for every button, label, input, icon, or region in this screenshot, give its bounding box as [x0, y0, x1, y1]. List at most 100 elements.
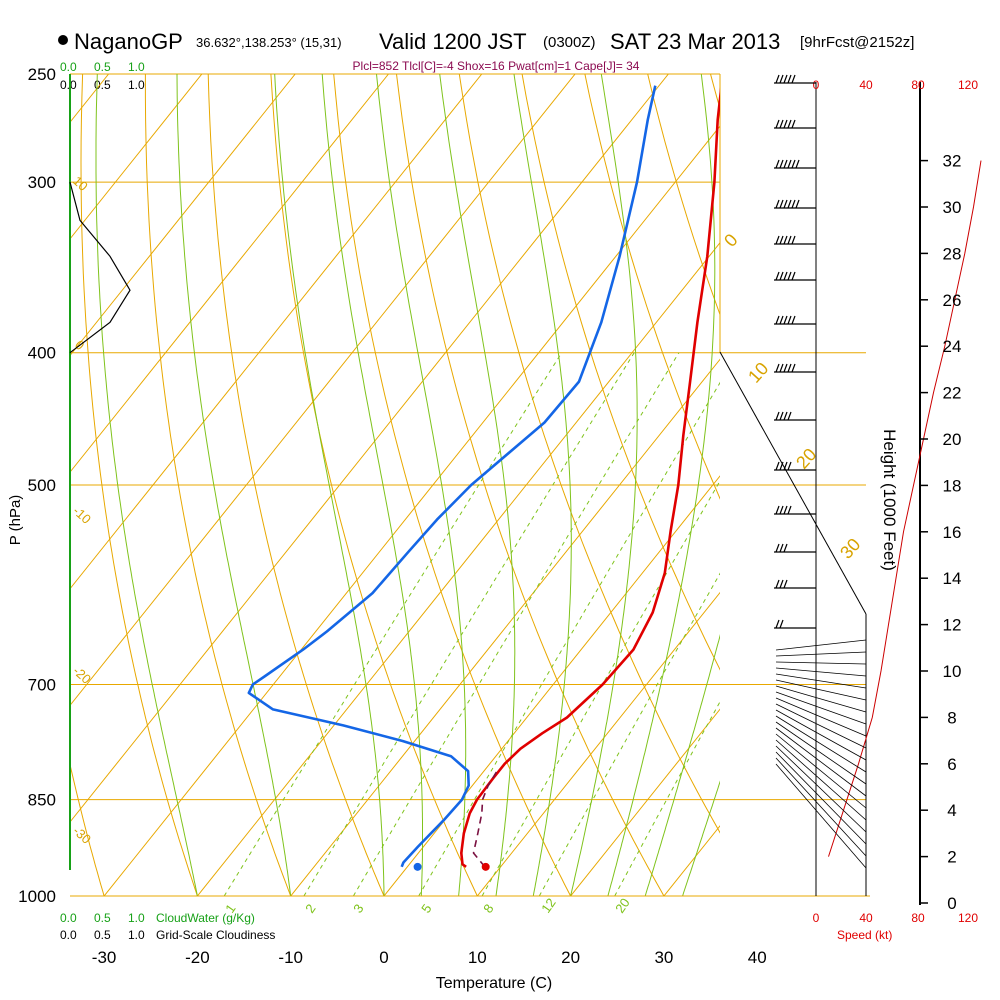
wind-barb-feather [791, 119, 796, 129]
dry-adiabat-label-2: -10 [70, 503, 94, 527]
wind-barb-feather [779, 235, 784, 245]
wind-barb-feather [775, 619, 780, 629]
wind-barb-feather [787, 505, 792, 515]
wind-barb-lower-19 [775, 763, 867, 869]
speed-label: Speed (kt) [837, 928, 892, 942]
height-tick-16: 16 [943, 523, 962, 542]
isotherm-label-10: 10 [744, 358, 772, 386]
wind-barb-lower-5 [775, 679, 867, 701]
valid-utc: (0300Z) [543, 34, 596, 51]
height-tick-14: 14 [943, 569, 962, 588]
temperature-tick-0: 0 [379, 948, 388, 967]
dry-adiabat-label-0: 10 [70, 173, 91, 194]
wind-barb-1 [774, 119, 816, 129]
mixing-ratio-label-3: 3 [350, 901, 366, 916]
moist-adiabat-0 [274, 74, 385, 896]
wind-barb-lower-15 [775, 739, 867, 821]
height-tick-4: 4 [947, 801, 956, 820]
speed-top-tick-40: 40 [859, 78, 873, 92]
wind-barb-13 [774, 619, 816, 629]
y-axis-label: P (hPa) [7, 495, 24, 546]
mixing-ratio-3 [352, 352, 680, 896]
valid-date: SAT 23 Mar 2013 [610, 29, 780, 54]
cloud-water-top-tick-1: 0.5 [94, 60, 111, 74]
dry-adiabat--10 [144, 74, 292, 896]
wind-barb-feather [787, 411, 792, 421]
wind-barb-feather [779, 74, 784, 84]
wind-barb-feather [783, 543, 788, 553]
wind-barb-feather [779, 461, 784, 471]
wind-barb-lower-0 [775, 639, 867, 651]
moist-adiabat-32 [682, 780, 720, 896]
wind-barb-feather [787, 363, 792, 373]
wind-barb-feather [787, 315, 792, 325]
isotherm--70 [70, 74, 389, 473]
wind-barb-feather [787, 271, 792, 281]
pressure-axis: 250 300 400 500 700 850 1000 [18, 65, 56, 906]
height-axis-label: Height (1000 Feet) [880, 429, 899, 571]
wind-barb-feather [779, 119, 784, 129]
isotherm-label-30: 30 [836, 534, 864, 562]
wind-barb-feather [779, 543, 784, 553]
wind-barb-feather [779, 505, 784, 515]
isotherm-label-0: 0 [720, 230, 742, 251]
pressure-tick-250: 250 [28, 65, 56, 84]
wind-barb-lower-10 [775, 709, 867, 761]
sounding-profiles [247, 85, 720, 871]
height-tick-10: 10 [943, 662, 962, 681]
wind-barb-feather [795, 159, 800, 169]
isotherm--90 [70, 74, 203, 240]
wind-barb-feather [791, 271, 796, 281]
wind-barb-feather [783, 579, 788, 589]
station-location: 36.632°,138.253° (15,31) [196, 35, 342, 50]
wind-barb-lower-2 [775, 661, 867, 665]
wind-barb-lower-4 [775, 673, 867, 689]
isotherm-0 [383, 475, 720, 896]
wind-barb-feather [787, 461, 792, 471]
dry-adiabat-10 [270, 74, 478, 896]
pressure-tick-850: 850 [28, 791, 56, 810]
mixing-ratio-label-12: 12 [538, 895, 559, 915]
wind-barb-lower-16 [775, 745, 867, 833]
wind-barb-feather [779, 619, 784, 629]
cloudiness-tick-0: 0.0 [60, 928, 77, 942]
wind-barb-7 [774, 363, 816, 373]
wind-barb-feather [779, 271, 784, 281]
height-tick-8: 8 [947, 708, 956, 727]
speed-top-tick-0: 0 [813, 78, 820, 92]
isotherm--30 [103, 125, 720, 896]
cloudiness-tick-1: 0.5 [94, 928, 111, 942]
wind-barb-feather [779, 199, 784, 209]
height-tick-24: 24 [943, 337, 962, 356]
wind-barb-feather [775, 271, 780, 281]
dry-adiabat-40 [458, 74, 720, 834]
height-tick-32: 32 [943, 152, 962, 171]
cloud-profile [69, 181, 131, 354]
mixing-ratio-label-20: 20 [612, 895, 633, 915]
isotherm-10 [476, 591, 720, 896]
dry-adiabat-60 [584, 74, 720, 500]
cloud-water-tick-2: 1.0 [128, 911, 145, 925]
wind-barb-12 [774, 579, 816, 589]
mixing-ratio-2 [303, 352, 635, 896]
dry-adiabat--20 [80, 74, 198, 896]
wind-barb-lower-1 [775, 651, 867, 657]
wind-barb-8 [774, 411, 816, 421]
stability-indices: Plcl=852 Tlcl[C]=-4 Shox=16 Pwat[cm]=1 C… [353, 59, 640, 73]
wind-barb-feather [795, 199, 800, 209]
x-axis-label: Temperature (C) [436, 975, 552, 992]
temperature-tick-40: 40 [748, 948, 767, 967]
wind-barb-feather [791, 235, 796, 245]
wind-barb-lower-12 [775, 721, 867, 785]
dry-adiabat-50 [521, 74, 720, 671]
wind-barb-10 [774, 505, 816, 515]
dry-adiabat-label-3: -20 [70, 663, 94, 687]
wind-barb-feather [775, 543, 780, 553]
wind-barb-lower-17 [775, 751, 867, 845]
temperature-tick--30: -30 [92, 948, 117, 967]
dry-adiabat-label-4: -30 [70, 823, 94, 847]
temperature-tick-20: 20 [561, 948, 580, 967]
dry-adiabat-0 [207, 74, 385, 896]
wind-barb-feather [775, 159, 780, 169]
wind-barb-lower-11 [775, 715, 867, 773]
